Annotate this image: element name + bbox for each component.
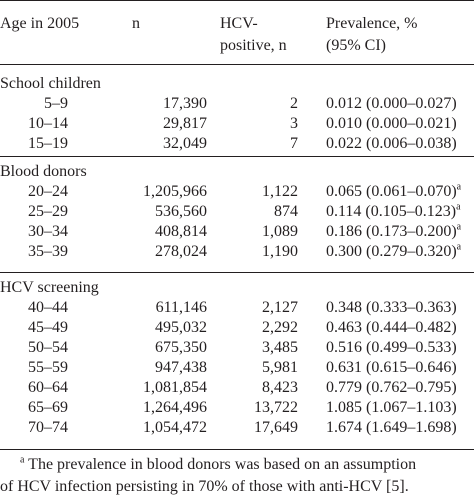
header-prevalence-line1: Prevalence, % — [326, 15, 418, 32]
cell-n: 1,205,966 — [143, 183, 207, 200]
cell-n: 1,054,472 — [143, 419, 207, 436]
group-title: School children — [0, 75, 101, 92]
group-rule — [0, 156, 474, 157]
cell-n: 536,560 — [155, 203, 207, 220]
cell-hcv-positive: 874 — [274, 203, 298, 220]
cell-hcv-positive: 8,423 — [262, 379, 298, 396]
cell-hcv-positive: 1,122 — [262, 183, 298, 200]
prevalence-value: 1.085 (1.067–1.103) — [326, 399, 457, 416]
cell-prevalence: 0.631 (0.615–0.646) — [326, 358, 457, 378]
footnote-line1: a The prevalence in blood donors was bas… — [20, 454, 416, 476]
cell-prevalence: 0.022 (0.006–0.038) — [326, 134, 457, 154]
cell-age: 20–24 — [28, 183, 68, 200]
cell-prevalence: 0.516 (0.499–0.533) — [326, 338, 457, 358]
cell-n: 17,390 — [163, 95, 207, 112]
cell-prevalence: 0.010 (0.000–0.021) — [326, 114, 457, 134]
group-rule — [0, 272, 474, 273]
cell-age: 70–74 — [28, 419, 68, 436]
cell-n: 1,264,496 — [143, 399, 207, 416]
footnote-text-line1: The prevalence in blood donors was based… — [28, 456, 417, 473]
footnote-ref: a — [456, 221, 462, 233]
prevalence-value: 0.186 (0.173–0.200) — [326, 223, 457, 240]
cell-prevalence: 0.779 (0.762–0.795) — [326, 378, 457, 398]
cell-prevalence: 0.114 (0.105–0.123)a — [326, 202, 461, 222]
cell-hcv-positive: 17,649 — [254, 419, 298, 436]
cell-prevalence: 0.065 (0.061–0.070)a — [326, 182, 461, 202]
header-rule — [0, 64, 474, 65]
cell-n: 278,024 — [155, 243, 207, 260]
prevalence-value: 0.300 (0.279–0.320) — [326, 243, 457, 260]
cell-prevalence: 0.348 (0.333–0.363) — [326, 298, 457, 318]
cell-hcv-positive: 7 — [290, 135, 298, 152]
bottom-rule — [0, 449, 474, 450]
cell-age: 55–59 — [28, 359, 68, 376]
prevalence-value: 0.065 (0.061–0.070) — [326, 183, 457, 200]
cell-n: 29,817 — [163, 115, 207, 132]
cell-age: 50–54 — [28, 339, 68, 356]
header-n: n — [132, 15, 140, 32]
footnote-ref: a — [456, 181, 462, 193]
footnote-ref: a — [456, 241, 462, 253]
cell-hcv-positive: 1,089 — [262, 223, 298, 240]
cell-prevalence: 0.012 (0.000–0.027) — [326, 94, 457, 114]
cell-hcv-positive: 3 — [290, 115, 298, 132]
cell-age: 5–9 — [44, 95, 68, 112]
cell-hcv-positive: 13,722 — [254, 399, 298, 416]
cell-age: 65–69 — [28, 399, 68, 416]
prevalence-value: 0.463 (0.444–0.482) — [326, 319, 457, 336]
cell-age: 40–44 — [28, 299, 68, 316]
prevalence-value: 0.348 (0.333–0.363) — [326, 299, 457, 316]
cell-n: 675,350 — [155, 339, 207, 356]
cell-prevalence: 1.674 (1.649–1.698) — [326, 418, 457, 438]
cell-prevalence: 1.085 (1.067–1.103) — [326, 398, 457, 418]
cell-prevalence: 0.463 (0.444–0.482) — [326, 318, 457, 338]
cell-n: 32,049 — [163, 135, 207, 152]
prevalence-value: 0.012 (0.000–0.027) — [326, 95, 457, 112]
cell-hcv-positive: 2,127 — [262, 299, 298, 316]
prevalence-value: 0.779 (0.762–0.795) — [326, 379, 457, 396]
header-prevalence-line2: (95% CI) — [326, 37, 386, 54]
cell-n: 611,146 — [155, 299, 207, 316]
top-rule — [0, 0, 474, 1]
cell-age: 25–29 — [28, 203, 68, 220]
cell-n: 1,081,854 — [143, 379, 207, 396]
header-hcv-line1: HCV- — [220, 15, 258, 32]
cell-age: 10–14 — [28, 115, 68, 132]
prevalence-value: 0.010 (0.000–0.021) — [326, 115, 457, 132]
prevalence-value: 0.631 (0.615–0.646) — [326, 359, 457, 376]
prevalence-value: 0.022 (0.006–0.038) — [326, 135, 457, 152]
cell-age: 45–49 — [28, 319, 68, 336]
cell-hcv-positive: 2 — [290, 95, 298, 112]
cell-age: 35–39 — [28, 243, 68, 260]
prevalence-value: 0.516 (0.499–0.533) — [326, 339, 457, 356]
prevalence-value: 1.674 (1.649–1.698) — [326, 419, 457, 436]
cell-age: 15–19 — [28, 135, 68, 152]
header-age: Age in 2005 — [0, 15, 80, 32]
cell-age: 30–34 — [28, 223, 68, 240]
cell-age: 60–64 — [28, 379, 68, 396]
group-title: HCV screening — [0, 279, 99, 296]
footnote-text-line2: of HCV infection persisting in 70% of th… — [0, 478, 409, 495]
footnote-mark: a — [20, 454, 25, 466]
cell-prevalence: 0.186 (0.173–0.200)a — [326, 222, 461, 242]
cell-hcv-positive: 1,190 — [262, 243, 298, 260]
cell-hcv-positive: 3,485 — [262, 339, 298, 356]
header-hcv-line2: positive, n — [220, 37, 287, 54]
footnote-line2: of HCV infection persisting in 70% of th… — [0, 476, 409, 498]
cell-n: 495,032 — [155, 319, 207, 336]
cell-hcv-positive: 5,981 — [262, 359, 298, 376]
cell-n: 408,814 — [155, 223, 207, 240]
cell-n: 947,438 — [155, 359, 207, 376]
cell-prevalence: 0.300 (0.279–0.320)a — [326, 242, 461, 262]
footnote-ref: a — [456, 201, 461, 213]
prevalence-value: 0.114 (0.105–0.123) — [326, 203, 457, 220]
cell-hcv-positive: 2,292 — [262, 319, 298, 336]
group-title: Blood donors — [0, 163, 87, 180]
